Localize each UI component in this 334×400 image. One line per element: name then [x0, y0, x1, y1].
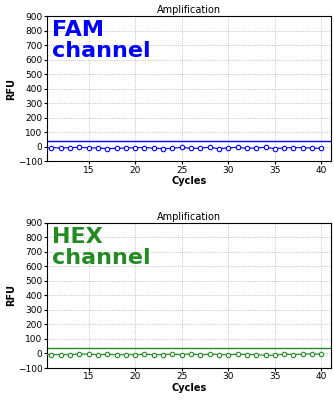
Title: Amplification: Amplification	[157, 212, 221, 222]
Text: HEX
channel: HEX channel	[52, 227, 151, 268]
Text: FAM
channel: FAM channel	[52, 20, 151, 61]
X-axis label: Cycles: Cycles	[171, 382, 206, 392]
Y-axis label: RFU: RFU	[6, 284, 16, 306]
X-axis label: Cycles: Cycles	[171, 176, 206, 186]
Title: Amplification: Amplification	[157, 5, 221, 15]
Y-axis label: RFU: RFU	[6, 78, 16, 100]
